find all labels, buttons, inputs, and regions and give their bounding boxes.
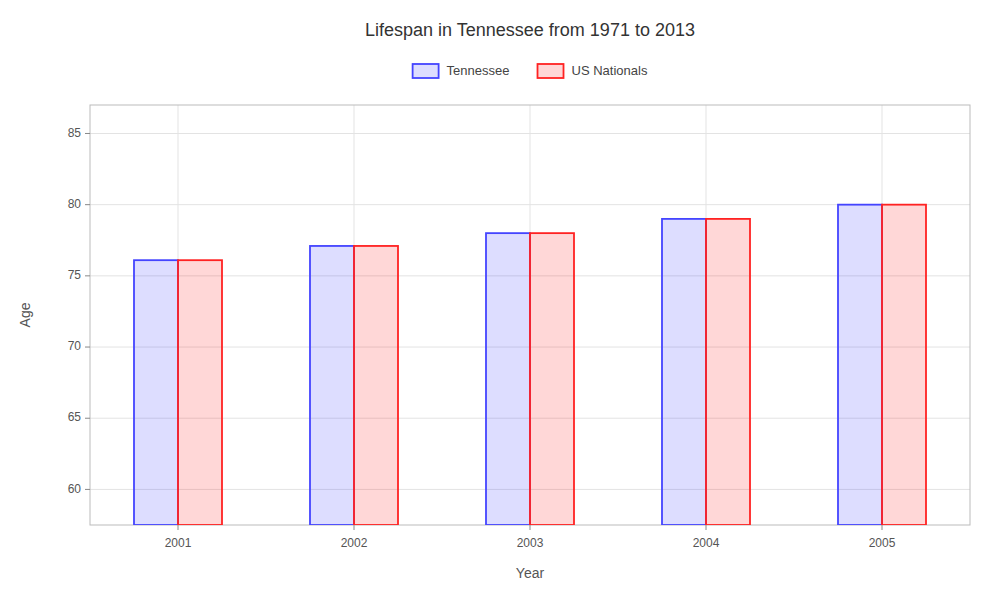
y-tick bbox=[85, 133, 90, 134]
y-tick bbox=[85, 418, 90, 419]
bar bbox=[178, 260, 222, 525]
y-axis-label: Age bbox=[17, 302, 33, 327]
y-tick bbox=[85, 204, 90, 205]
title: Lifespan in Tennessee from 1971 to 2013 bbox=[365, 20, 695, 40]
legend-swatch bbox=[538, 64, 564, 78]
grid bbox=[90, 105, 970, 525]
y-tick-label: 60 bbox=[68, 482, 82, 496]
x-tick bbox=[530, 525, 531, 530]
y-tick-label: 65 bbox=[68, 410, 82, 424]
bar bbox=[838, 205, 882, 525]
legend: Tennessee US Nationals bbox=[413, 63, 648, 78]
x-tick-label: 2004 bbox=[693, 536, 720, 550]
bar bbox=[134, 260, 178, 525]
bar bbox=[486, 233, 530, 525]
legend-item: Tennessee bbox=[413, 63, 510, 78]
bar bbox=[354, 246, 398, 525]
x-tick-label: 2005 bbox=[869, 536, 896, 550]
legend-swatch bbox=[413, 64, 439, 78]
plot-frame bbox=[90, 105, 970, 525]
bar bbox=[662, 219, 706, 525]
x-tick bbox=[178, 525, 179, 530]
y-tick bbox=[85, 489, 90, 490]
legend-label: Tennessee bbox=[447, 63, 510, 78]
x-tick bbox=[882, 525, 883, 530]
chart: 60 65 70 75 80 85 2001 2002 2003 2004 2005 Year Age L… bbox=[0, 0, 1000, 600]
background bbox=[0, 0, 1000, 600]
x-tick-label: 2003 bbox=[517, 536, 544, 550]
bar bbox=[530, 233, 574, 525]
y-tick-label: 70 bbox=[68, 339, 82, 353]
legend-item: US Nationals bbox=[538, 63, 648, 78]
bar bbox=[310, 246, 354, 525]
x-tick bbox=[706, 525, 707, 530]
y-tick-label: 85 bbox=[68, 126, 82, 140]
bar bbox=[882, 205, 926, 525]
y-tick bbox=[85, 347, 90, 348]
x-axis-label: Year bbox=[516, 565, 545, 581]
legend-label: US Nationals bbox=[572, 63, 648, 78]
bar bbox=[706, 219, 750, 525]
y-axis: 60 65 70 75 80 85 bbox=[68, 126, 90, 496]
x-axis: 2001 2002 2003 2004 2005 bbox=[165, 525, 896, 550]
bars bbox=[134, 205, 926, 525]
chart-container: 60 65 70 75 80 85 2001 2002 2003 2004 2005 Year Age L… bbox=[0, 0, 1000, 600]
y-tick bbox=[85, 275, 90, 276]
x-tick bbox=[354, 525, 355, 530]
y-tick-label: 80 bbox=[68, 197, 82, 211]
x-tick-label: 2002 bbox=[341, 536, 368, 550]
y-tick-label: 75 bbox=[68, 268, 82, 282]
x-tick-label: 2001 bbox=[165, 536, 192, 550]
